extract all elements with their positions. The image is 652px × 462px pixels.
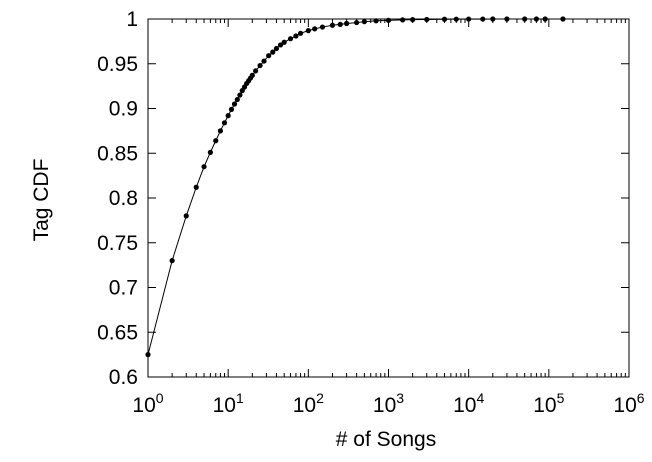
data-point — [329, 22, 336, 28]
x-tick-label: 105 — [533, 390, 564, 417]
plot-area-border — [147, 18, 630, 378]
y-axis-ticks: 0.6 0.65 0.7 0.75 0.8 0.85 0.9 0.95 1 — [97, 8, 629, 389]
data-point — [373, 18, 379, 24]
data-point — [424, 16, 430, 23]
data-point — [169, 258, 175, 264]
data-point — [305, 28, 311, 34]
data-point — [273, 45, 280, 52]
data-point — [353, 19, 360, 26]
data-point — [281, 39, 287, 45]
data-point — [293, 33, 299, 39]
data-point — [183, 213, 189, 219]
data-point — [400, 17, 406, 23]
x-tick-label: 100 — [132, 390, 163, 417]
data-point — [542, 16, 548, 22]
y-tick-label: 0.85 — [97, 142, 138, 165]
data-point — [287, 36, 294, 42]
y-axis-label: Tag CDF — [30, 159, 53, 242]
data-point — [466, 16, 472, 22]
data-point — [261, 58, 267, 64]
data-point — [234, 96, 240, 103]
x-tick-label: 106 — [613, 390, 644, 417]
data-point — [221, 120, 228, 126]
data-point — [441, 16, 448, 22]
y-tick-label: 0.7 — [109, 277, 138, 300]
data-point — [312, 26, 318, 32]
data-point — [277, 42, 284, 48]
data-point — [522, 16, 528, 22]
data-point — [207, 149, 213, 155]
data-point — [410, 17, 416, 23]
data-point — [480, 16, 486, 22]
data-point — [201, 164, 207, 170]
data-point — [193, 184, 199, 190]
data-point — [145, 352, 151, 358]
data-point — [270, 49, 276, 55]
y-tick-label: 0.9 — [109, 98, 138, 121]
x-tick-label: 101 — [213, 390, 244, 417]
x-axis-label: # of Songs — [336, 428, 436, 451]
data-point — [533, 16, 540, 22]
data-series — [145, 16, 566, 358]
y-tick-label: 0.65 — [97, 321, 138, 344]
y-tick-label: 0.6 — [109, 366, 138, 389]
data-point — [213, 138, 219, 144]
y-tick-label: 1 — [126, 8, 138, 31]
data-point — [253, 68, 259, 74]
data-point — [231, 101, 238, 107]
x-tick-label: 104 — [453, 390, 484, 417]
data-point — [385, 17, 392, 23]
data-point — [490, 16, 496, 22]
data-point — [237, 92, 243, 98]
x-tick-label: 102 — [293, 390, 324, 417]
data-point — [249, 72, 255, 78]
x-tick-label: 103 — [373, 390, 404, 417]
data-point — [504, 16, 510, 22]
data-point — [361, 19, 367, 25]
data-point — [319, 24, 326, 30]
data-point — [257, 62, 263, 69]
data-point — [560, 16, 566, 22]
y-tick-label: 0.95 — [97, 53, 138, 76]
data-point — [453, 16, 459, 22]
y-tick-label: 0.8 — [109, 187, 138, 210]
y-tick-label: 0.75 — [97, 232, 138, 255]
data-point — [266, 53, 272, 59]
data-point — [225, 113, 231, 119]
data-point — [228, 106, 235, 112]
data-point — [297, 30, 304, 36]
data-point — [217, 128, 223, 134]
x-axis-ticks: 100 101 102 103 104 105 106 — [132, 19, 645, 417]
plot-frame — [147, 18, 630, 378]
data-point — [343, 20, 350, 27]
series-line — [147, 18, 563, 355]
data-point — [337, 21, 343, 27]
